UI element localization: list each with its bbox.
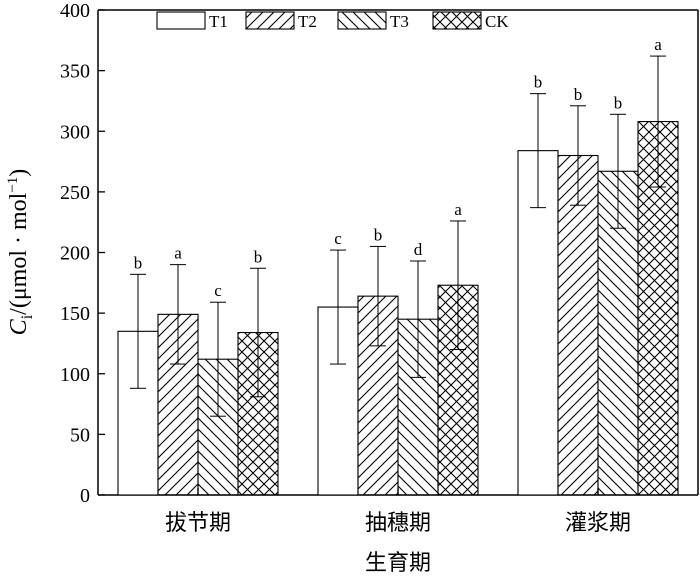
significance-letter: b (254, 247, 263, 266)
legend-label: T3 (390, 12, 409, 31)
x-category-label: 抽穗期 (365, 511, 431, 536)
y-axis-title-close: ) (6, 169, 32, 177)
bar (557, 154, 599, 496)
y-tick-label: 200 (60, 243, 90, 265)
legend-swatch (245, 11, 295, 30)
y-axis-title-main: C (6, 318, 32, 335)
bar-group: c b d a (317, 200, 479, 496)
y-tick-label: 300 (60, 121, 90, 143)
significance-letter: b (574, 85, 583, 104)
y-axis-title-superscript: −1 (5, 177, 21, 193)
significance-letter: a (654, 35, 662, 54)
significance-letter: c (334, 229, 342, 248)
x-category-label: 拔节期 (165, 511, 231, 536)
y-tick-label: 150 (60, 303, 90, 325)
significance-letter: b (134, 253, 143, 272)
y-tick-label: 400 (60, 0, 90, 22)
legend-item: T3 (337, 11, 409, 31)
bar-groups: b a c b c b d a b b b a (117, 35, 679, 496)
significance-letter: a (454, 200, 462, 219)
legend-label: T1 (209, 12, 228, 31)
y-axis-ticks: 0 50 100 150 200 250 300 350 400 (60, 0, 105, 507)
legend-swatch (156, 11, 206, 30)
significance-letter: b (614, 93, 623, 112)
y-tick-label: 100 (60, 364, 90, 386)
significance-letter: c (214, 281, 222, 300)
legend-label: CK (485, 12, 509, 31)
legend-item: T2 (245, 11, 317, 31)
bar-group: b a c b (117, 244, 279, 496)
legend-item: CK (432, 11, 509, 31)
x-axis-ticks: 拔节期 抽穗期 灌浆期 (165, 488, 631, 536)
y-axis-title-subscript: i (19, 314, 36, 319)
x-category-label: 灌浆期 (565, 511, 631, 536)
legend-item: T1 (156, 11, 228, 31)
significance-letter: b (374, 225, 383, 244)
y-tick-label: 350 (60, 61, 90, 83)
legend-swatch (337, 11, 387, 30)
bar-group: b b b a (517, 35, 679, 496)
y-tick-label: 250 (60, 182, 90, 204)
legend-label: T2 (298, 12, 317, 31)
y-axis-title-unit: /(μmol · mol (6, 192, 32, 315)
legend-swatch (432, 11, 482, 30)
y-axis-title: Ci/(μmol · mol−1) (5, 169, 36, 336)
y-tick-label: 50 (70, 424, 90, 446)
y-tick-label: 0 (80, 485, 90, 507)
significance-letter: b (534, 73, 543, 92)
x-axis-title: 生育期 (365, 551, 431, 576)
significance-letter: a (174, 244, 182, 263)
significance-letter: d (414, 240, 423, 259)
legend: T1 T2 T3 CK (156, 11, 509, 31)
